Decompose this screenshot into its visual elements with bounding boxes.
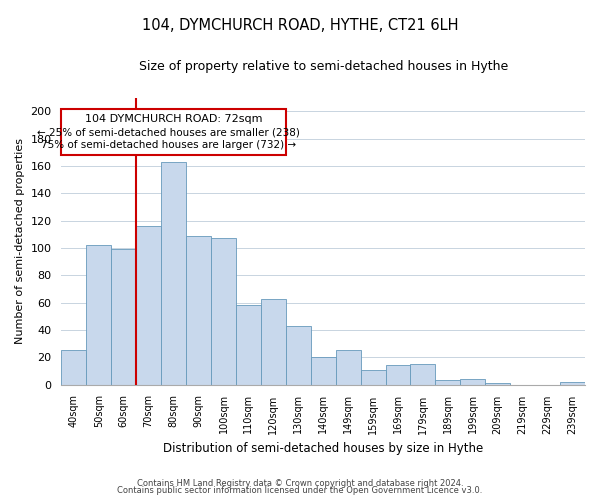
Bar: [61, 350, 86, 384]
Title: Size of property relative to semi-detached houses in Hythe: Size of property relative to semi-detach…: [139, 60, 508, 73]
X-axis label: Distribution of semi-detached houses by size in Hythe: Distribution of semi-detached houses by …: [163, 442, 484, 455]
Text: 104, DYMCHURCH ROAD, HYTHE, CT21 6LH: 104, DYMCHURCH ROAD, HYTHE, CT21 6LH: [142, 18, 458, 32]
Bar: [211, 238, 236, 384]
Bar: [386, 366, 410, 384]
Text: 75% of semi-detached houses are larger (732) →: 75% of semi-detached houses are larger (…: [41, 140, 296, 150]
Bar: [361, 370, 386, 384]
Bar: [186, 236, 211, 384]
Bar: [261, 298, 286, 384]
Bar: [236, 306, 261, 384]
Bar: [286, 326, 311, 384]
Text: 104 DYMCHURCH ROAD: 72sqm: 104 DYMCHURCH ROAD: 72sqm: [85, 114, 262, 124]
Text: Contains public sector information licensed under the Open Government Licence v3: Contains public sector information licen…: [118, 486, 482, 495]
Bar: [436, 380, 460, 384]
Bar: [311, 358, 335, 384]
Text: ← 25% of semi-detached houses are smaller (238): ← 25% of semi-detached houses are smalle…: [37, 128, 300, 138]
Bar: [410, 364, 436, 384]
FancyBboxPatch shape: [61, 108, 286, 155]
Bar: [335, 350, 361, 384]
Bar: [560, 382, 585, 384]
Bar: [111, 250, 136, 384]
Bar: [136, 226, 161, 384]
Bar: [86, 246, 111, 384]
Bar: [161, 162, 186, 384]
Text: Contains HM Land Registry data © Crown copyright and database right 2024.: Contains HM Land Registry data © Crown c…: [137, 478, 463, 488]
Bar: [485, 383, 510, 384]
Y-axis label: Number of semi-detached properties: Number of semi-detached properties: [15, 138, 25, 344]
Bar: [460, 379, 485, 384]
